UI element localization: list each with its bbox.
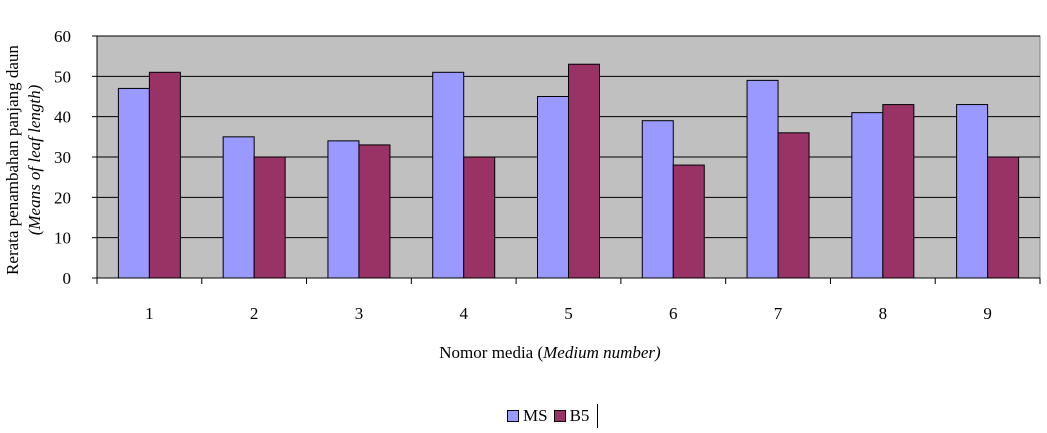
- bar-ms-5: [537, 96, 569, 279]
- x-axis-title: Nomor media (Medium number): [280, 343, 820, 363]
- bar-chart: 0 10 20 30 40 50 60 1 2 3 4 5 6 7 8 9 Rerata penambaha…: [3, 27, 1041, 323]
- x-tick-label: 4: [459, 304, 468, 323]
- y-tick-label: 30: [54, 148, 71, 167]
- bar-b5-2: [253, 156, 286, 279]
- bar-ms-8: [851, 112, 884, 279]
- x-axis-title-italic: Medium number): [543, 343, 661, 362]
- x-tick-label: 8: [879, 304, 888, 323]
- y-tick-label: 10: [54, 229, 71, 248]
- legend: MS B5: [507, 404, 599, 428]
- bar-b5-6: [672, 164, 705, 279]
- legend-item-ms: MS: [507, 406, 548, 426]
- legend-border: [597, 404, 599, 428]
- bar-b5-4: [463, 156, 496, 279]
- axes: [92, 35, 1041, 284]
- bars: [117, 63, 1020, 279]
- y-tick-labels: 0 10 20 30 40 50 60: [54, 27, 71, 288]
- legend-swatch-b5: [553, 410, 566, 422]
- y-tick-label: 40: [54, 108, 71, 127]
- bar-ms-3: [327, 140, 360, 279]
- bar-b5-7: [777, 132, 810, 279]
- y-tick-label: 20: [54, 188, 71, 207]
- bar-ms-7: [746, 79, 779, 279]
- x-tick-label: 2: [250, 304, 259, 323]
- x-axis-title-main: Nomor media (: [439, 343, 544, 362]
- bar-ms-4: [432, 71, 465, 279]
- bar-b5-3: [358, 144, 391, 279]
- legend-label-b5: B5: [569, 406, 590, 425]
- bar-ms-9: [956, 104, 989, 279]
- legend-item-b5: B5: [553, 406, 590, 426]
- bar-b5-1: [148, 71, 181, 279]
- x-tick-label: 6: [669, 304, 678, 323]
- bar-b5-9: [987, 156, 1020, 279]
- y-tick-label: 50: [54, 67, 71, 86]
- bar-ms-2: [222, 136, 255, 279]
- bar-b5-5: [568, 63, 600, 279]
- y-axis-subtitle: (Means of leaf length): [25, 84, 44, 235]
- x-tick-labels: 1 2 3 4 5 6 7 8 9: [145, 304, 992, 323]
- x-tick-label: 7: [774, 304, 783, 323]
- y-tick-label: 0: [63, 269, 72, 288]
- bar-b5-8: [882, 104, 915, 279]
- x-tick-label: 5: [564, 304, 573, 323]
- x-tick-label: 9: [983, 304, 992, 323]
- x-tick-label: 3: [355, 304, 364, 323]
- y-axis-title: Rerata penambahan panjang daun: [3, 45, 22, 275]
- legend-label-ms: MS: [523, 406, 548, 425]
- x-tick-label: 1: [145, 304, 154, 323]
- bar-ms-1: [117, 87, 150, 279]
- legend-swatch-ms: [507, 410, 519, 422]
- y-tick-label: 60: [54, 27, 71, 46]
- bar-ms-6: [641, 120, 674, 279]
